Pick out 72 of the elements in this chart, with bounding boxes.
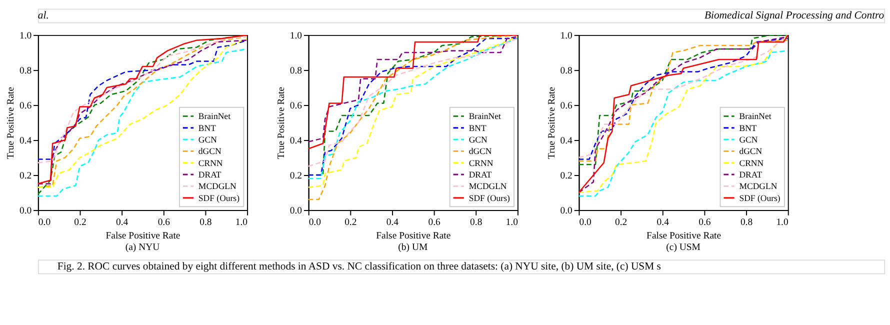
legend-label: BNT <box>468 122 487 133</box>
x-tick-label: 0.4 <box>116 217 128 228</box>
legend-label: GCN <box>198 134 218 144</box>
y-tick-label: 1.0 <box>19 30 32 42</box>
y-tick-label: 0.2 <box>19 170 32 182</box>
y-tick-label: 0.0 <box>290 205 302 216</box>
y-tick-label: 0.4 <box>560 135 573 146</box>
legend-label: CRNN <box>198 158 224 168</box>
legend-label: dGCN <box>198 146 222 156</box>
x-tick-label: 0.0 <box>308 217 322 228</box>
y-tick-label: 0.8 <box>19 65 32 76</box>
legend-label: BrainNet <box>198 111 232 122</box>
x-tick-label: 0.4 <box>656 217 670 228</box>
x-axis-title: False Positive Rate <box>106 230 180 242</box>
legend-label: GCN <box>468 134 488 144</box>
text: (c) USM <box>666 242 701 253</box>
x-tick-label: 0.6 <box>698 217 711 228</box>
x-tick-label: 0.2 <box>74 217 86 228</box>
legend-label: MCDGLN <box>198 181 238 192</box>
legend-label: MCDGLN <box>468 181 508 192</box>
caption: Fig. 2. ROC curves obtained by eight different methods in ASD vs. NC classification on three datasets: (a) NYU site, (b) UM site, (c) USM s <box>57 260 661 272</box>
y-tick-label: 0.6 <box>290 100 302 112</box>
x-tick-label: 1.0 <box>235 217 248 228</box>
text: (b) UM <box>398 242 428 253</box>
legend-label: MCDGLN <box>739 181 778 192</box>
legend-label: SDF (Ours) <box>739 192 780 203</box>
legend-label: BrainNet <box>739 111 772 122</box>
text: Biomedical Signal Processing and Contro <box>704 9 885 22</box>
y-tick-label: 0.2 <box>560 170 573 182</box>
x-tick-label: 0.8 <box>470 217 482 228</box>
legend-label: BNT <box>739 122 758 133</box>
x-tick-label: 0.6 <box>428 217 441 228</box>
x-tick-label: 0.2 <box>614 217 628 228</box>
y-tick-label: 0.4 <box>290 135 302 146</box>
x-axis-title: False Positive Rate <box>646 230 722 242</box>
x-tick-label: 0.2 <box>344 217 357 228</box>
x-tick-label: 0.0 <box>579 217 592 228</box>
text: al. <box>38 9 49 22</box>
y-axis-title: True Positive Rate <box>276 86 288 159</box>
legend-label: DRAT <box>198 169 222 180</box>
text: (a) NYU <box>125 242 160 253</box>
legend-label: BrainNet <box>468 111 502 122</box>
y-tick-label: 0.6 <box>560 100 573 112</box>
y-tick-label: 0.6 <box>19 100 32 112</box>
legend-label: SDF (Ours) <box>198 192 240 203</box>
legend-label: CRNN <box>468 158 494 168</box>
legend-label: SDF (Ours) <box>468 192 510 203</box>
legend-label: DRAT <box>468 169 492 180</box>
x-axis-title: False Positive Rate <box>376 230 451 242</box>
y-tick-label: 0.4 <box>19 135 32 146</box>
x-tick-label: 1.0 <box>506 217 518 228</box>
y-axis-title: True Positive Rate <box>6 86 17 159</box>
y-tick-label: 0.8 <box>560 65 573 76</box>
y-axis-title: True Positive Rate <box>546 86 558 159</box>
y-tick-label: 0.0 <box>560 205 573 216</box>
x-tick-label: 0.8 <box>740 217 753 228</box>
x-tick-label: 0.8 <box>200 217 212 228</box>
legend-label: CRNN <box>739 158 764 168</box>
y-tick-label: 1.0 <box>290 30 302 42</box>
x-tick-label: 0.6 <box>158 217 170 228</box>
y-tick-label: 0.0 <box>19 205 32 216</box>
y-tick-label: 0.8 <box>290 65 302 76</box>
y-tick-label: 1.0 <box>560 30 573 42</box>
legend-label: dGCN <box>739 146 763 156</box>
legend-label: dGCN <box>468 146 492 156</box>
legend-label: GCN <box>739 134 758 144</box>
x-tick-label: 0.0 <box>38 217 51 228</box>
legend-label: DRAT <box>739 169 763 180</box>
legend-label: BNT <box>198 122 217 133</box>
x-tick-label: 0.4 <box>386 217 399 228</box>
x-tick-label: 1.0 <box>776 217 788 228</box>
y-tick-label: 0.2 <box>290 170 302 182</box>
